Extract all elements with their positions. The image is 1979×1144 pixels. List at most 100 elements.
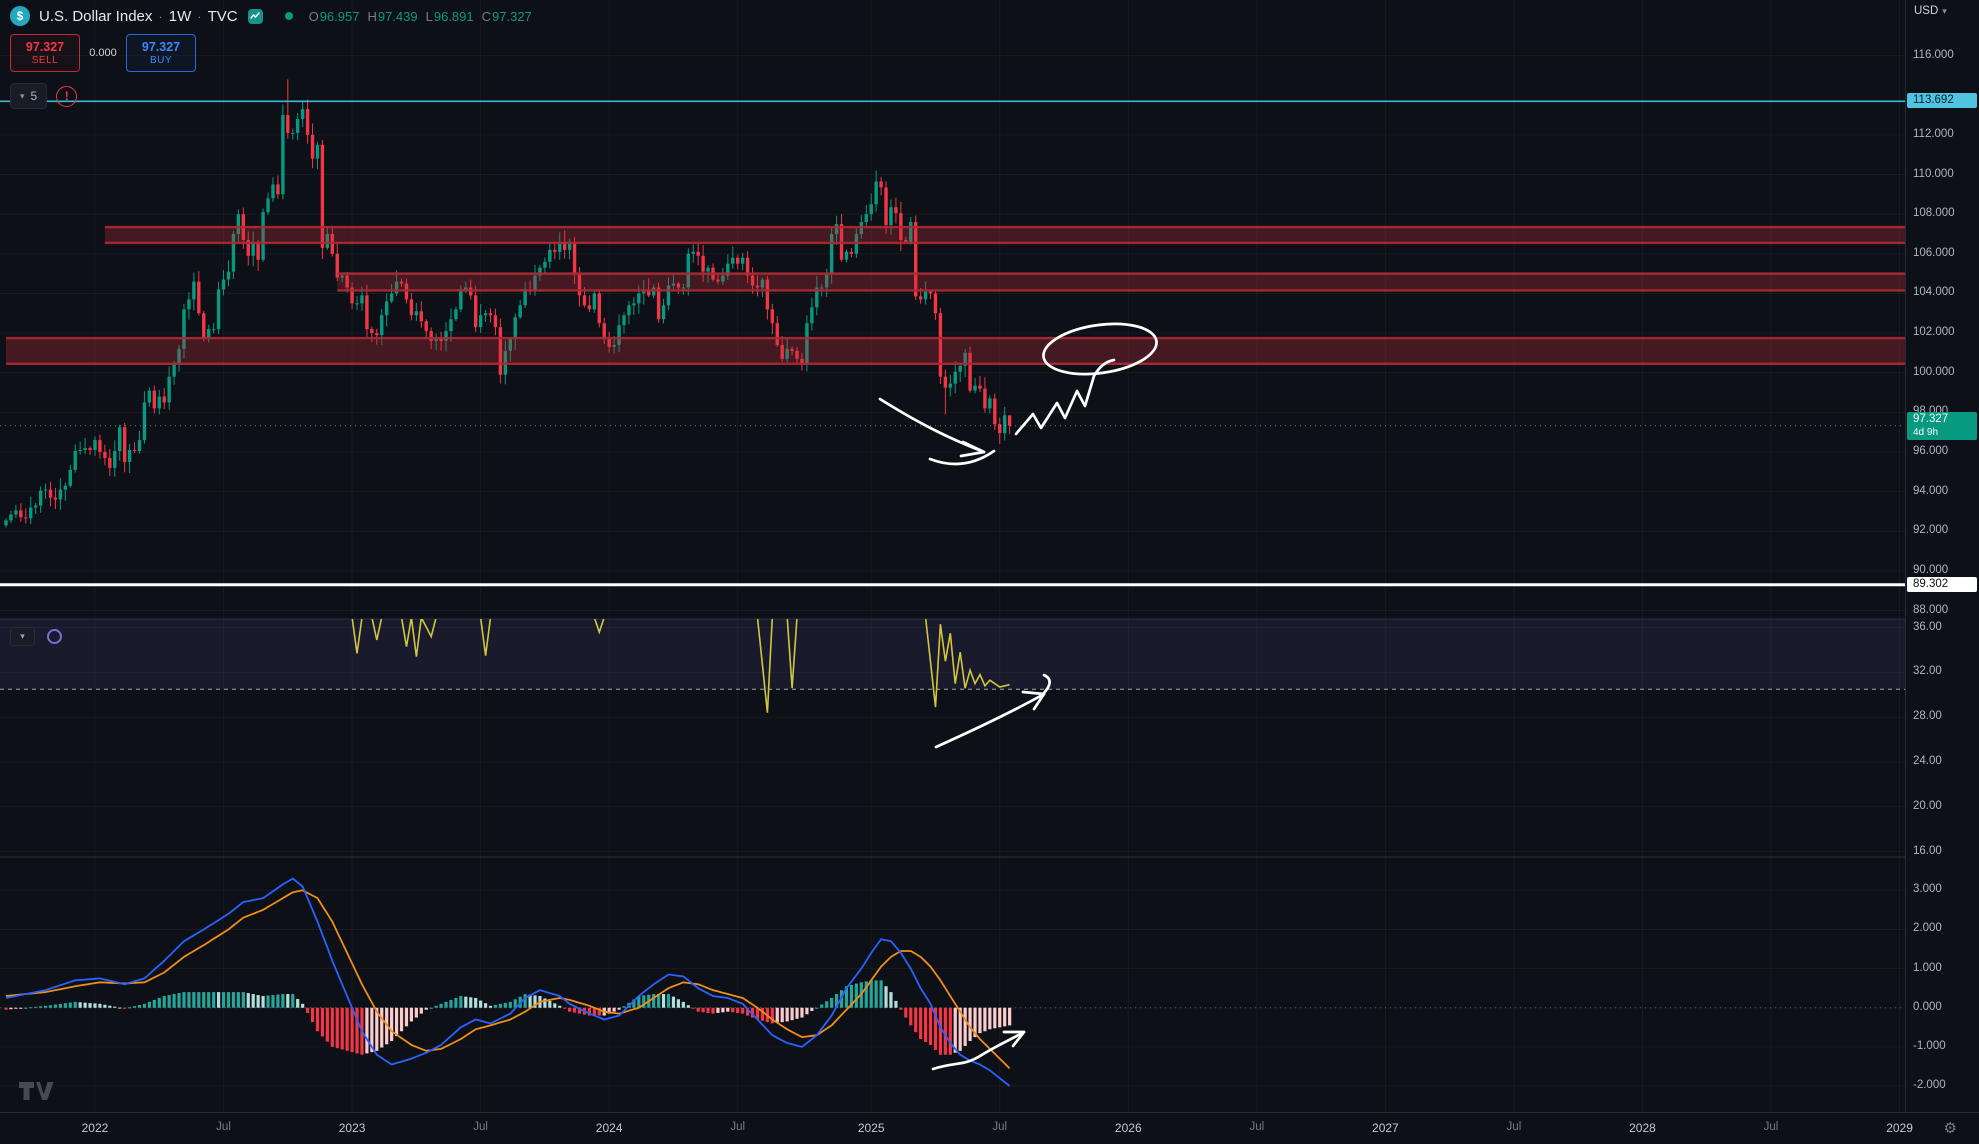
price-tick-label: -2.000 xyxy=(1913,1079,1946,1092)
indicator-logo-icon[interactable] xyxy=(47,629,62,644)
price-tick-label: 32.00 xyxy=(1913,665,1942,678)
macd-histogram xyxy=(4,980,1012,1055)
sell-button[interactable]: 97.327 SELL xyxy=(10,34,80,72)
p3-arrow xyxy=(931,1030,1026,1071)
time-axis-label: Jul xyxy=(1763,1121,1779,1133)
symbol-title[interactable]: U.S. Dollar Index · 1W · TVC xyxy=(39,8,238,25)
low-label: L xyxy=(425,8,433,24)
spread-value: 0.000 xyxy=(89,47,117,59)
price-tick-label: 94.000 xyxy=(1913,484,1949,497)
currency-label: USD xyxy=(1914,5,1939,17)
close-label: C xyxy=(481,8,492,24)
time-axis-label: Jul xyxy=(992,1121,1008,1133)
price-tick-label: 106.000 xyxy=(1913,246,1955,259)
macd-line xyxy=(5,877,1011,1087)
open-label: O xyxy=(308,8,319,24)
price-tick-label: 116.000 xyxy=(1913,48,1954,61)
grid-lines xyxy=(0,0,1906,1113)
time-axis-label: 2025 xyxy=(857,1121,885,1135)
teal-price-tag: 113.692 xyxy=(1907,93,1977,109)
price-tick-label: 108.000 xyxy=(1913,207,1955,220)
interval-label: 1W xyxy=(168,7,192,25)
low-value: 96.891 xyxy=(433,8,474,24)
swoosh xyxy=(928,449,996,466)
open-value: 96.957 xyxy=(319,8,360,24)
white-price-tag: 89.302 xyxy=(1907,576,1977,592)
price-tick-label: 104.000 xyxy=(1913,286,1955,299)
p3-arrow-head xyxy=(1002,1030,1026,1048)
price-tick-label: 28.00 xyxy=(1913,710,1942,723)
sell-price: 97.327 xyxy=(25,40,65,54)
price-tick-label: 90.000 xyxy=(1913,563,1949,576)
price-tick-label: 110.000 xyxy=(1913,167,1954,180)
settings-gear-icon[interactable]: ⚙ xyxy=(1943,1120,1957,1137)
tradingview-logo-glyph xyxy=(19,1082,54,1100)
time-axis-label: 2023 xyxy=(338,1121,366,1135)
high-label: H xyxy=(367,8,377,24)
price-tick-label: 102.000 xyxy=(1913,326,1955,339)
time-axis-label: Jul xyxy=(1506,1121,1522,1133)
macd-pane xyxy=(0,877,1906,1087)
time-axis[interactable]: ⚙ 2022 Jul 2023 Jul 2024 Jul 2025 Jul 2026 Jul 202… xyxy=(0,1112,1979,1144)
ellipse xyxy=(1042,322,1158,376)
symbol-logo-icon[interactable]: $ xyxy=(10,6,30,26)
close-value: 97.327 xyxy=(492,8,532,24)
main-chart-svg[interactable] xyxy=(0,0,1906,1113)
exchange-label: TVC xyxy=(207,7,238,25)
buy-button[interactable]: 97.327 BUY xyxy=(126,34,196,72)
p2-arrow xyxy=(934,692,1046,749)
time-axis-label: 2026 xyxy=(1114,1121,1142,1135)
price-tick-label: 20.00 xyxy=(1913,799,1942,812)
separator-dot: · xyxy=(197,8,202,24)
time-axis-label: Jul xyxy=(730,1121,746,1133)
price-tick-label: 92.000 xyxy=(1913,524,1949,537)
price-tick-label: 0.000 xyxy=(1913,1000,1942,1013)
sell-label: SELL xyxy=(31,55,59,66)
price-tick-label: 24.00 xyxy=(1913,755,1942,767)
symbol-logo-letter: $ xyxy=(16,9,24,23)
bars-count-button[interactable]: ▾ 5 xyxy=(10,83,48,109)
time-axis-label: Jul xyxy=(473,1121,488,1133)
pane-collapse-button[interactable]: ▾ xyxy=(10,627,35,646)
price-tick-label: 36.00 xyxy=(1913,620,1942,633)
time-axis-label: 2024 xyxy=(595,1121,623,1135)
supply-zones[interactable] xyxy=(6,225,1906,366)
price-tick-label: 112.000 xyxy=(1913,127,1954,140)
time-axis-label: Jul xyxy=(1249,1121,1265,1133)
down-arrow-head xyxy=(959,440,986,458)
currency-button[interactable]: USD ▾ xyxy=(1914,5,1947,17)
oscillator-pane xyxy=(0,619,1906,713)
oscillator-line xyxy=(351,619,1010,713)
chart-area[interactable]: $ U.S. Dollar Index · 1W · TVC O 96.957 H… xyxy=(0,0,1906,1113)
price-tick-label: -1.000 xyxy=(1913,1039,1946,1052)
price-tick-label: 100.000 xyxy=(1913,365,1955,378)
hand-drawn-annotations[interactable] xyxy=(878,317,1160,1071)
price-tick-label: 2.000 xyxy=(1913,922,1942,935)
buy-price: 97.327 xyxy=(141,40,181,54)
price-tick-label: 3.000 xyxy=(1913,883,1942,896)
symbol-name: U.S. Dollar Index xyxy=(39,7,153,25)
chevron-down-icon: ▾ xyxy=(1942,5,1947,16)
tradingview-logo[interactable] xyxy=(18,1080,54,1107)
time-axis-label: 2022 xyxy=(81,1121,109,1135)
p2-arrow-hook xyxy=(1038,673,1051,699)
chevron-down-icon: ▾ xyxy=(20,90,25,101)
price-tick-label: 96.000 xyxy=(1913,445,1949,457)
macd-signal-line xyxy=(5,889,1011,1070)
buy-label: BUY xyxy=(149,55,173,66)
time-axis-label: 2027 xyxy=(1372,1121,1399,1135)
current-price-tag: 97.327 4d 9h xyxy=(1907,412,1977,441)
candles-layer xyxy=(4,79,1012,528)
mini-chart-glyph xyxy=(250,12,260,19)
ohlc-values: O 96.957 H 97.439 L 96.891 C 97.327 xyxy=(301,9,532,24)
time-axis-label: 2028 xyxy=(1629,1121,1656,1135)
sell-buy-widget: 97.327 SELL 0.000 97.327 BUY xyxy=(10,34,532,72)
price-scale[interactable]: USD ▾ 116.000 112.000 110.000 108.000 106.00… xyxy=(1905,0,1979,1113)
separator-dot: · xyxy=(158,8,163,24)
price-tick-label: 88.000 xyxy=(1913,603,1949,616)
warning-icon[interactable]: ! xyxy=(56,85,78,107)
mini-chart-icon[interactable] xyxy=(247,8,263,24)
bars-count-value: 5 xyxy=(30,89,38,103)
chart-legend: $ U.S. Dollar Index · 1W · TVC O 96.957 H… xyxy=(10,6,532,109)
